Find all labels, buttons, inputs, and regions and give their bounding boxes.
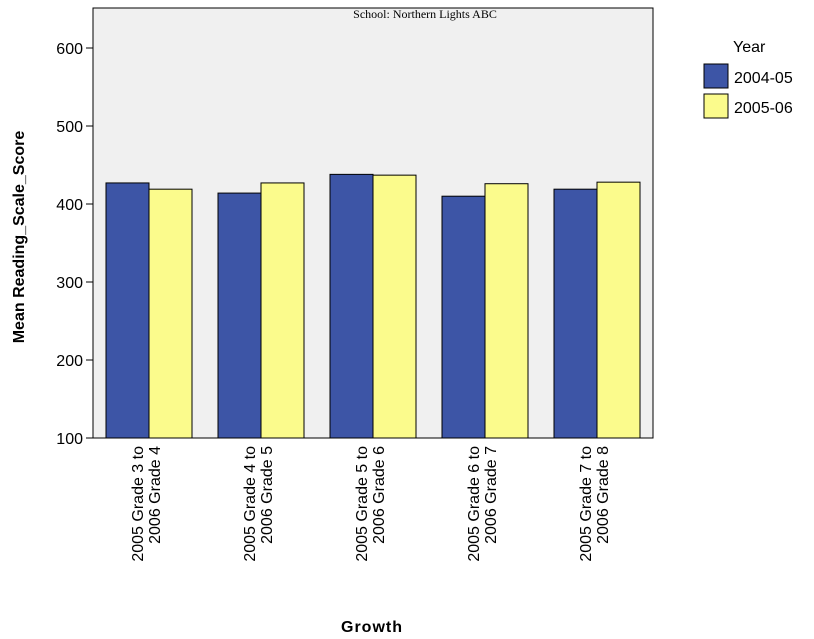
x-tick-label: 2005 Grade 4 to2006 Grade 5 <box>242 446 276 562</box>
y-tick-label: 100 <box>56 431 83 448</box>
x-tick-label: 2005 Grade 3 to2006 Grade 4 <box>130 446 164 562</box>
bars <box>105 173 641 439</box>
bar-series-1 <box>105 182 150 439</box>
y-tick-label: 400 <box>56 197 83 214</box>
bar-series-2 <box>148 188 193 439</box>
bar-series-2 <box>484 183 529 439</box>
bar-series-2 <box>372 174 417 439</box>
legend-label: 2005-06 <box>734 100 793 117</box>
bar-series-1 <box>329 173 374 439</box>
bar-series-2 <box>596 181 641 439</box>
legend: Year 2004-05 2005-06 <box>703 39 793 119</box>
y-tick-label: 500 <box>56 119 83 136</box>
y-tick-label: 200 <box>56 353 83 370</box>
x-tick-label: 2005 Grade 6 to2006 Grade 7 <box>466 446 500 562</box>
x-axis-title: Growth <box>341 619 403 636</box>
bar-series-1 <box>553 188 598 439</box>
legend-swatch <box>703 93 729 119</box>
y-tick-label: 600 <box>56 41 83 58</box>
bar-series-1 <box>441 195 486 439</box>
y-axis-title: Mean Reading_Scale_Score <box>11 131 28 344</box>
legend-swatch <box>703 63 729 89</box>
legend-title: Year <box>733 39 766 56</box>
y-tick-label: 300 <box>56 275 83 292</box>
chart-title: School: Northern Lights ABC <box>353 7 497 21</box>
x-tick-label: 2005 Grade 5 to2006 Grade 6 <box>354 446 388 562</box>
legend-label: 2004-05 <box>734 70 793 87</box>
x-tick-label: 2005 Grade 7 to2006 Grade 8 <box>578 446 612 562</box>
x-axis: 2005 Grade 3 to2006 Grade 4 2005 Grade 4 … <box>130 446 612 562</box>
bar-series-1 <box>217 192 262 439</box>
bar-series-2 <box>260 182 305 439</box>
y-axis: 100 200 300 400 500 600 <box>56 41 93 448</box>
